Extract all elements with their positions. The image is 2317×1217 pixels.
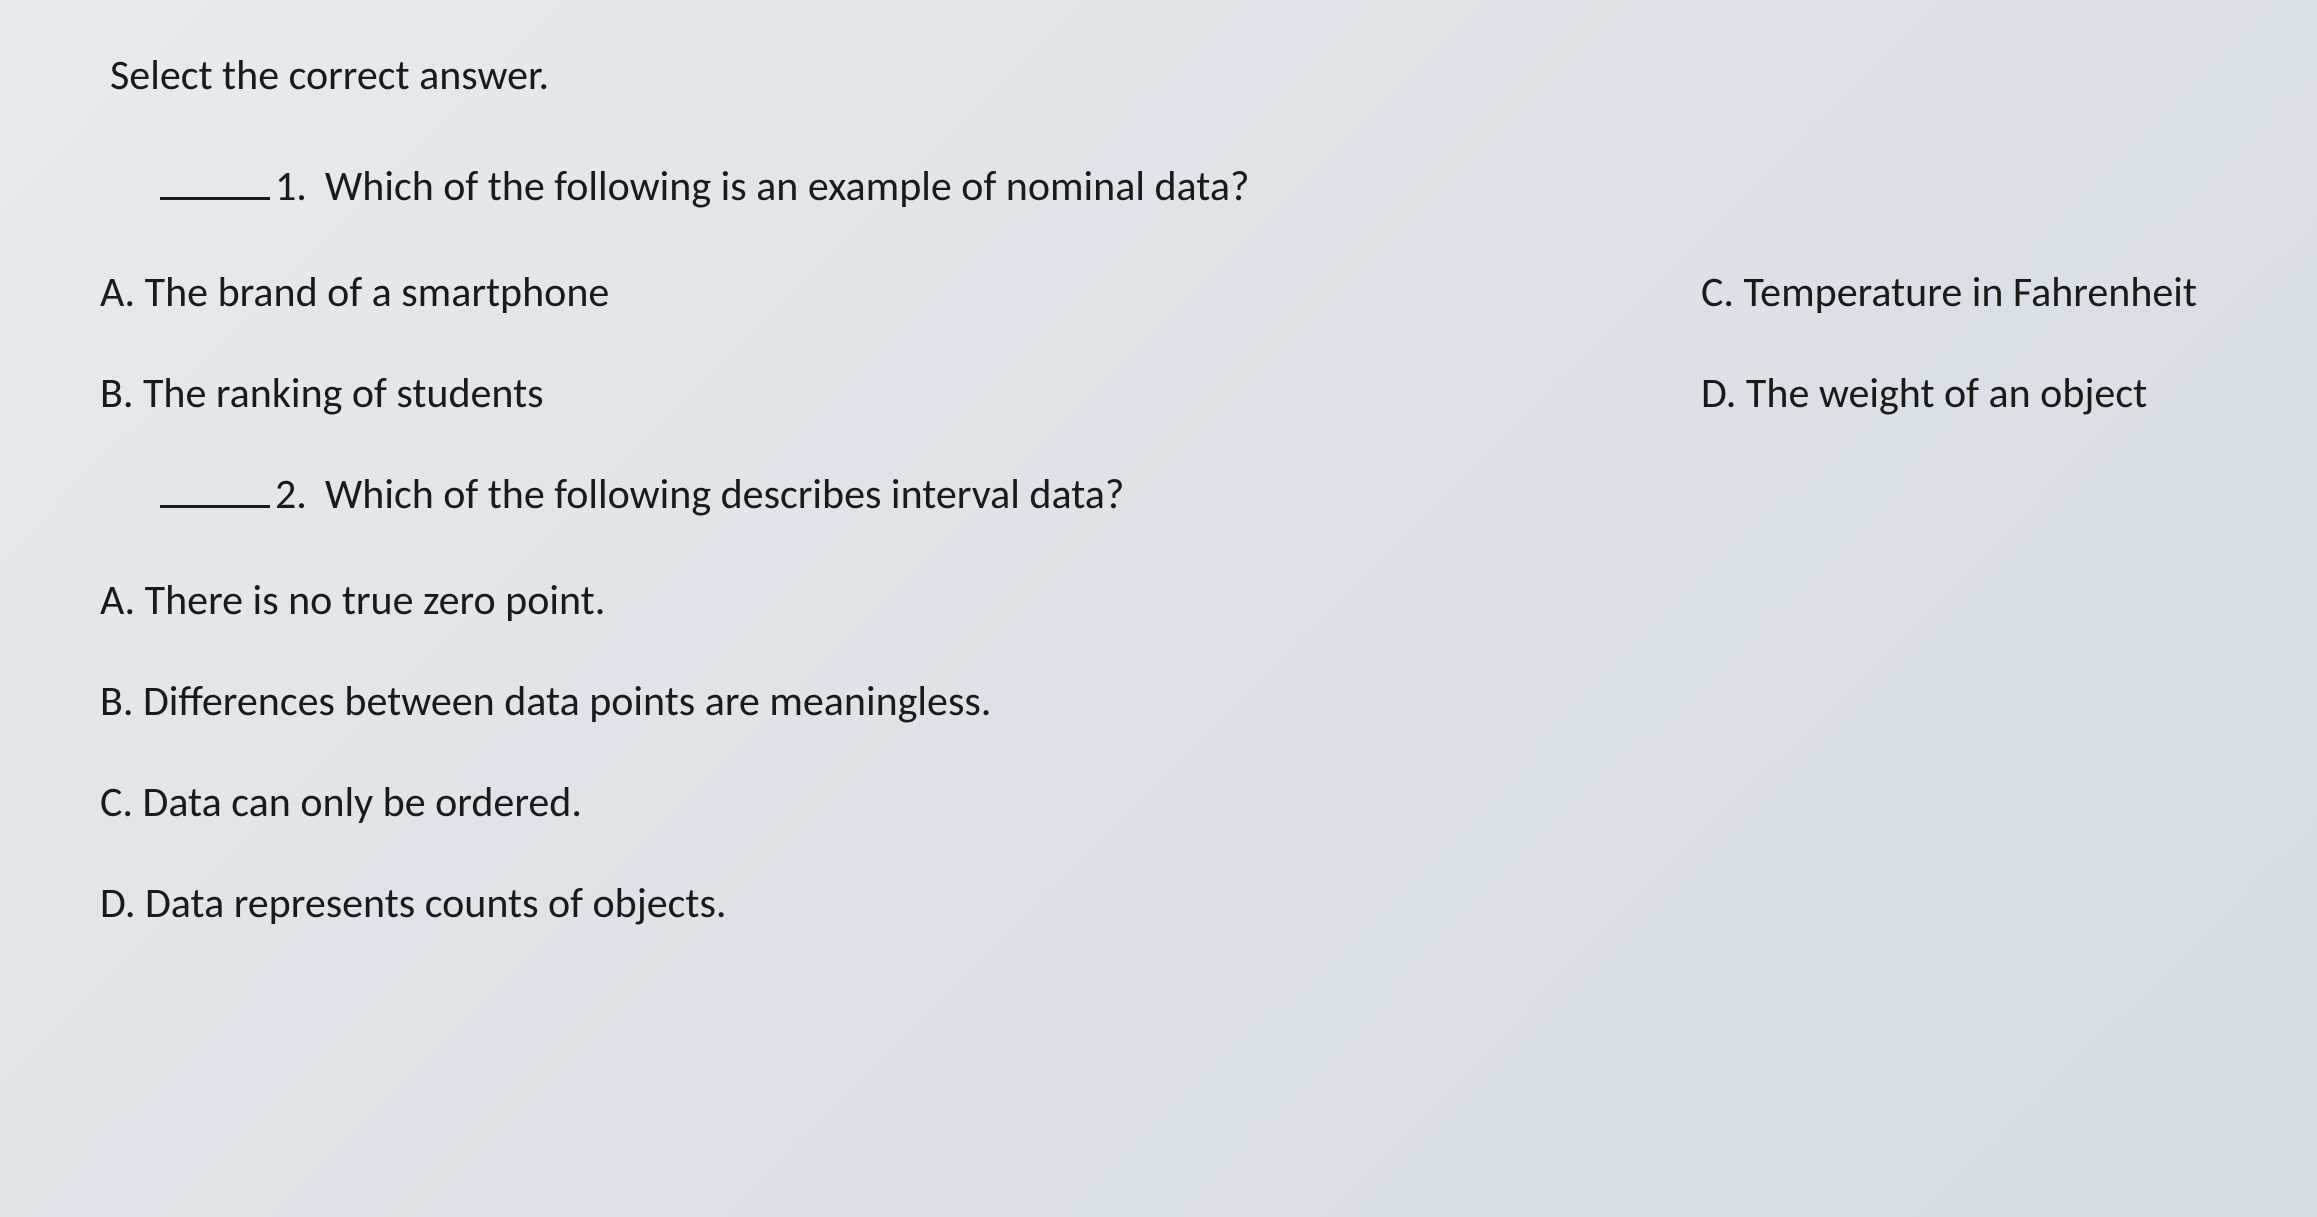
question-1-options-right: C. Temperature in Fahrenheit D. The weig…	[1701, 267, 2197, 419]
question-1-number: 1.	[275, 161, 307, 212]
option-1c[interactable]: C. Temperature in Fahrenheit	[1701, 267, 2197, 318]
question-1-options-left: A. The brand of a smartphone B. The rank…	[100, 267, 609, 419]
question-2-text: Which of the following describes interva…	[325, 469, 1124, 520]
question-2-number: 2.	[275, 469, 307, 520]
question-1-line: 1. Which of the following is an example …	[160, 161, 2227, 212]
option-1d[interactable]: D. The weight of an object	[1701, 368, 2197, 419]
option-1a[interactable]: A. The brand of a smartphone	[100, 267, 609, 318]
option-1b[interactable]: B. The ranking of students	[100, 368, 609, 419]
instruction-text: Select the correct answer.	[110, 50, 2227, 101]
option-2a[interactable]: A. There is no true zero point.	[100, 575, 2227, 626]
question-2-options: A. There is no true zero point. B. Diffe…	[100, 575, 2227, 929]
option-2c[interactable]: C. Data can only be ordered.	[100, 777, 2227, 828]
option-2d[interactable]: D. Data represents counts of objects.	[100, 878, 2227, 929]
option-2b[interactable]: B. Differences between data points are m…	[100, 676, 2227, 727]
question-1-block: 1. Which of the following is an example …	[100, 161, 2227, 419]
question-1-options: A. The brand of a smartphone B. The rank…	[100, 267, 2227, 419]
question-1-text: Which of the following is an example of …	[325, 161, 1250, 212]
question-2-line: 2. Which of the following describes inte…	[160, 469, 2227, 520]
question-2-block: 2. Which of the following describes inte…	[100, 469, 2227, 929]
answer-blank-2[interactable]	[160, 500, 270, 508]
answer-blank-1[interactable]	[160, 192, 270, 200]
